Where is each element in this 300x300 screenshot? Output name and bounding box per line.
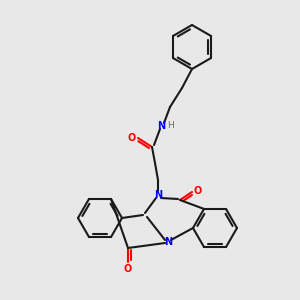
Text: H: H <box>168 122 174 130</box>
Text: O: O <box>194 186 202 196</box>
Text: N: N <box>154 190 162 200</box>
Text: N: N <box>164 237 172 247</box>
Text: O: O <box>124 264 132 274</box>
Text: O: O <box>128 133 136 143</box>
Text: N: N <box>157 121 165 131</box>
